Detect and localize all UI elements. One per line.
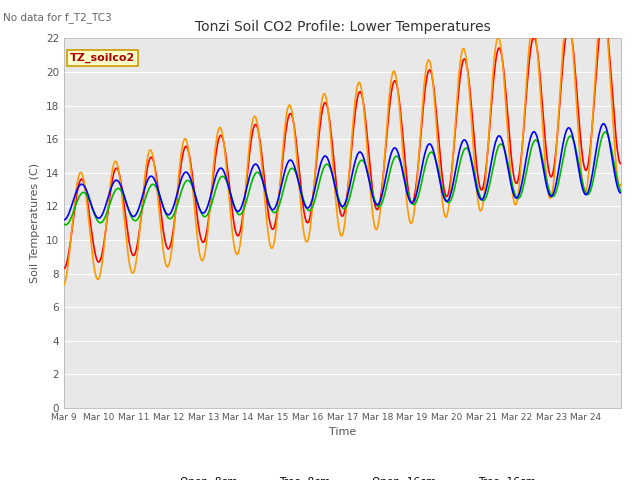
X-axis label: Time: Time: [329, 427, 356, 437]
Title: Tonzi Soil CO2 Profile: Lower Temperatures: Tonzi Soil CO2 Profile: Lower Temperatur…: [195, 21, 490, 35]
Legend: Open -8cm, Tree -8cm, Open -16cm, Tree -16cm: Open -8cm, Tree -8cm, Open -16cm, Tree -…: [145, 472, 540, 480]
Text: TZ_soilco2: TZ_soilco2: [70, 53, 135, 63]
Y-axis label: Soil Temperatures (C): Soil Temperatures (C): [30, 163, 40, 283]
Text: No data for f_T2_TC3: No data for f_T2_TC3: [3, 12, 112, 23]
